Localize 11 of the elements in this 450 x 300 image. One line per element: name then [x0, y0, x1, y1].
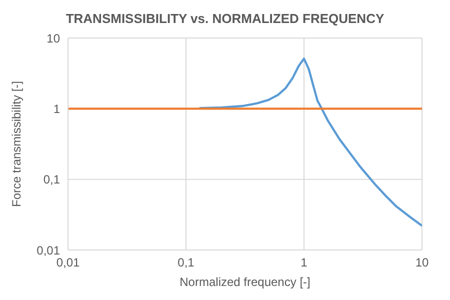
chart-title: TRANSMISSIBILITY vs. NORMALIZED FREQUENCY — [64, 10, 386, 28]
x-tick-label: 10 — [415, 256, 429, 270]
y-tick-label: 1 — [53, 102, 60, 116]
y-axis-title: Force transmissibility [-] — [9, 80, 24, 208]
x-axis-title: Normalized frequency [-] — [180, 275, 310, 289]
y-tick-label: 0,01 — [36, 243, 60, 258]
x-tick-label: 1 — [300, 256, 308, 270]
y-tick-label: 0,1 — [43, 172, 60, 187]
y-tick-label: 10 — [46, 31, 60, 46]
x-tick-label: 0,1 — [178, 256, 195, 270]
x-tick-label: 0,01 — [56, 256, 80, 270]
